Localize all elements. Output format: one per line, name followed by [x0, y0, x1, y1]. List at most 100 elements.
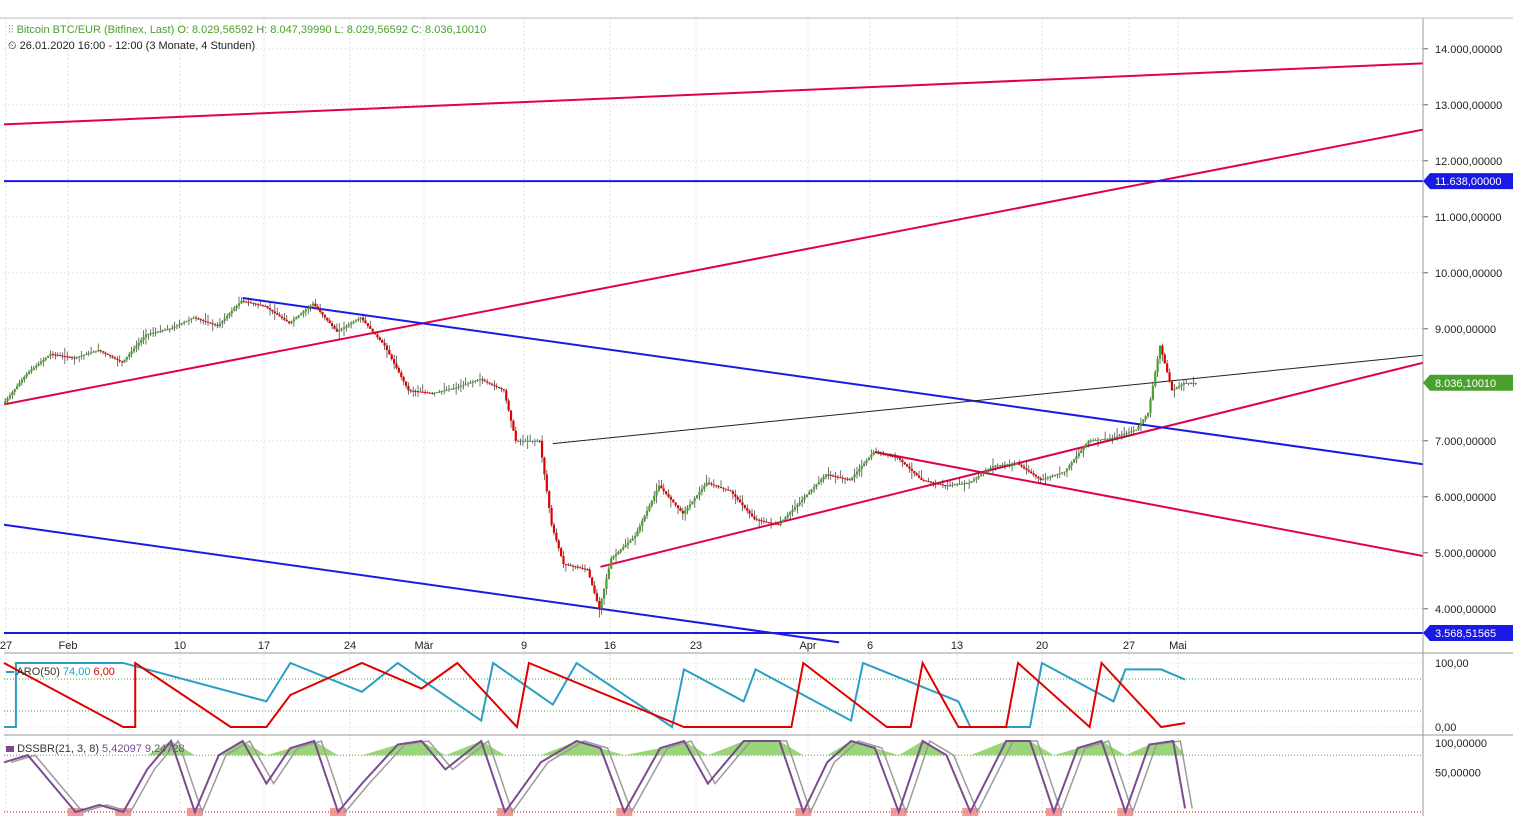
candle: [338, 323, 341, 340]
candle-body: [958, 483, 961, 485]
candle-body: [1077, 453, 1080, 457]
candle: [73, 355, 76, 365]
candle: [369, 320, 372, 329]
candle-body: [185, 320, 188, 323]
candle-body: [1042, 479, 1045, 481]
candle: [906, 463, 909, 468]
candle: [357, 316, 360, 322]
candle: [23, 375, 26, 383]
candle: [552, 522, 556, 536]
candle-body: [1149, 399, 1152, 413]
candle: [474, 380, 477, 384]
candle-body: [777, 524, 780, 526]
candle: [393, 354, 396, 370]
candle-body: [49, 354, 52, 356]
candle: [271, 309, 274, 315]
candle-body: [94, 350, 97, 352]
candle: [500, 386, 503, 393]
candle-body: [118, 359, 121, 362]
candle: [307, 305, 310, 315]
candle-body: [750, 513, 754, 517]
candle-body: [889, 455, 892, 457]
candle: [316, 304, 319, 311]
candle-body: [560, 548, 563, 557]
candle-body: [545, 474, 548, 492]
candle: [459, 379, 463, 393]
candle: [514, 426, 517, 444]
trendline-group: [4, 62, 1423, 644]
candle-body: [137, 342, 140, 346]
candle: [829, 471, 832, 480]
candle-body: [383, 342, 386, 346]
x-tick-label: 24: [344, 640, 356, 652]
candle-body: [445, 389, 448, 391]
candle-body: [679, 508, 682, 511]
candle: [39, 357, 43, 366]
candle: [421, 384, 424, 393]
candle-body: [552, 524, 556, 533]
candle-body: [796, 504, 799, 508]
candle: [805, 494, 808, 498]
candle-body: [629, 540, 632, 543]
candle: [209, 322, 212, 324]
candle: [1008, 459, 1011, 468]
candle-body: [1073, 459, 1076, 463]
x-tick-label: 9: [521, 640, 527, 652]
candle-body: [1027, 469, 1030, 472]
last-price-tag: [1423, 374, 1513, 391]
candle-body: [197, 318, 200, 320]
candle: [769, 517, 773, 529]
candle-body: [35, 365, 38, 368]
candle-body: [469, 382, 472, 384]
candle: [130, 346, 133, 358]
candle-body: [581, 567, 584, 569]
candle: [233, 305, 236, 312]
candle-body: [667, 494, 670, 497]
candle: [166, 324, 169, 331]
candle-body: [991, 466, 995, 468]
candle: [760, 517, 763, 525]
candle: [657, 479, 661, 493]
candle: [1137, 423, 1140, 431]
candle-body: [805, 494, 808, 498]
candle: [853, 468, 856, 483]
candle-body: [326, 317, 329, 321]
candle-body: [462, 385, 465, 387]
candle-body: [54, 354, 57, 356]
candle-body: [455, 387, 458, 389]
candle-body: [268, 308, 272, 310]
candle-body: [292, 319, 295, 322]
candle: [960, 481, 964, 485]
candle-body: [669, 496, 672, 500]
candle: [471, 379, 474, 388]
candle: [330, 320, 334, 330]
candle: [228, 312, 231, 319]
candle: [464, 377, 467, 386]
candle-body: [237, 303, 241, 306]
candle: [648, 503, 651, 512]
candle: [163, 328, 167, 331]
candle-body: [886, 454, 890, 456]
candle: [388, 345, 391, 355]
candle: [762, 516, 766, 524]
candle-body: [1156, 359, 1159, 373]
candle: [662, 483, 665, 495]
candle: [452, 383, 455, 390]
candle: [445, 386, 448, 392]
candle: [925, 480, 928, 482]
candle: [810, 488, 813, 495]
candle-body: [1082, 446, 1085, 451]
x-tick-label: Feb: [59, 640, 78, 652]
candle: [989, 465, 992, 472]
candle-body: [648, 505, 651, 511]
candle-body: [798, 502, 801, 505]
candle-body: [502, 389, 505, 391]
candle-body: [529, 440, 532, 442]
candle: [104, 351, 107, 357]
candle: [431, 391, 434, 395]
candle: [333, 324, 336, 330]
candle-body: [288, 321, 291, 324]
candle: [734, 489, 737, 505]
candle: [507, 398, 510, 412]
